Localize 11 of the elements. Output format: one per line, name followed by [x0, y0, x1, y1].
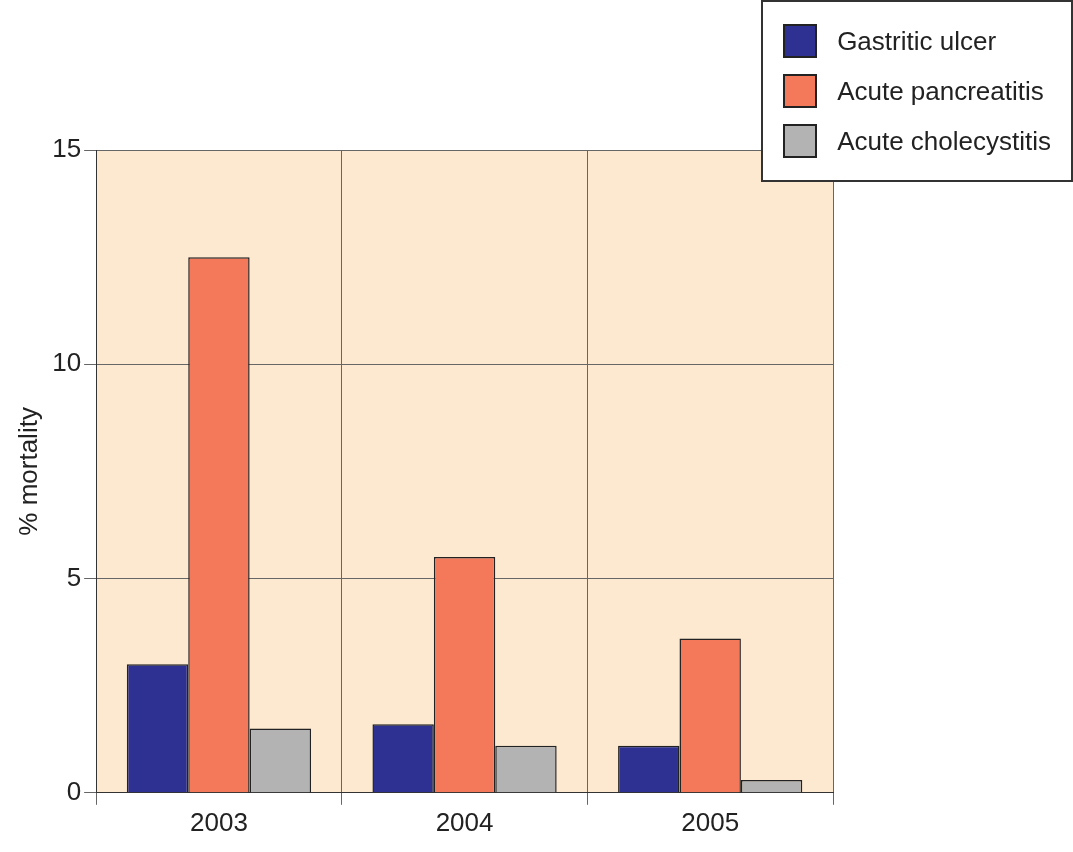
y-tick-label: 15 [52, 133, 82, 164]
y-axis-title: % mortality [12, 407, 43, 536]
y-tick-label: 5 [66, 561, 82, 592]
legend-label: Gastritic ulcer [837, 25, 997, 57]
x-tick-label: 2004 [435, 806, 494, 837]
x-tick-label: 2003 [190, 806, 248, 837]
legend-label: Acute pancreatitis [837, 75, 1044, 107]
y-tick-label: 0 [66, 775, 82, 806]
y-tick-label: 10 [52, 347, 82, 378]
x-tick-label: 2005 [681, 806, 740, 837]
legend-label: Acute cholecystitis [837, 125, 1051, 157]
